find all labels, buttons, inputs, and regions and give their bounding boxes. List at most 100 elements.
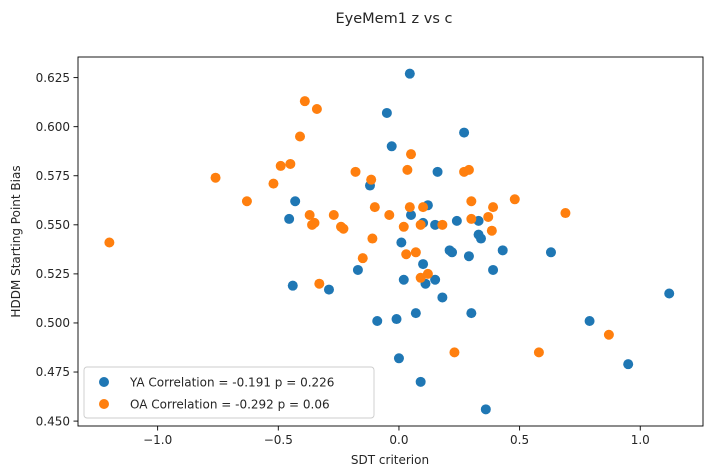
point-oa-2 bbox=[241, 196, 252, 207]
point-ya-2 bbox=[290, 196, 301, 207]
point-ya-33 bbox=[475, 233, 486, 244]
point-oa-39 bbox=[486, 225, 497, 236]
point-ya-9 bbox=[391, 314, 402, 325]
point-oa-1 bbox=[210, 172, 221, 183]
x-tick-label: 1.0 bbox=[631, 433, 650, 447]
point-ya-7 bbox=[381, 107, 392, 118]
point-ya-26 bbox=[447, 247, 458, 258]
point-ya-30 bbox=[466, 308, 477, 319]
point-ya-12 bbox=[398, 274, 409, 285]
x-tick-label: −1.0 bbox=[143, 433, 172, 447]
point-oa-38 bbox=[483, 211, 494, 222]
x-tick-label: 0.0 bbox=[389, 433, 408, 447]
point-oa-32 bbox=[437, 219, 448, 230]
point-oa-19 bbox=[367, 233, 378, 244]
point-ya-36 bbox=[497, 245, 508, 256]
point-oa-0 bbox=[104, 237, 115, 248]
point-ya-14 bbox=[406, 210, 417, 220]
point-ya-22 bbox=[430, 219, 441, 230]
y-axis-ticks: 0.450 0.475 0.500 0.525 0.550 0.575 0.600 0.625 bbox=[36, 71, 78, 428]
point-ya-23 bbox=[432, 166, 443, 177]
point-ya-27 bbox=[451, 215, 462, 226]
axes-frame bbox=[77, 56, 704, 427]
point-ya-10 bbox=[393, 353, 404, 364]
x-tick-label: 0.5 bbox=[510, 433, 529, 447]
point-ya-3 bbox=[323, 284, 334, 295]
point-oa-42 bbox=[533, 347, 544, 358]
point-oa-22 bbox=[398, 221, 409, 232]
y-tick-label: 0.625 bbox=[36, 71, 70, 85]
point-ya-8 bbox=[386, 141, 397, 152]
point-ya-40 bbox=[664, 288, 675, 299]
point-oa-28 bbox=[415, 219, 426, 230]
y-tick-label: 0.525 bbox=[36, 267, 70, 281]
plot-area bbox=[77, 56, 704, 427]
point-oa-23 bbox=[401, 249, 412, 260]
point-oa-20 bbox=[369, 202, 380, 213]
point-ya-37 bbox=[545, 247, 556, 258]
y-tick-label: 0.500 bbox=[36, 316, 70, 330]
points-layer bbox=[104, 68, 675, 415]
point-oa-25 bbox=[404, 202, 415, 213]
legend-label-oa: OA Correlation = -0.292 p = 0.06 bbox=[130, 398, 330, 412]
point-oa-3 bbox=[268, 178, 279, 189]
y-tick-label: 0.575 bbox=[36, 169, 70, 183]
point-oa-35 bbox=[463, 164, 474, 175]
point-oa-13 bbox=[328, 210, 339, 220]
point-oa-12 bbox=[314, 278, 325, 289]
point-oa-18 bbox=[366, 174, 377, 185]
point-oa-10 bbox=[309, 217, 320, 228]
point-oa-15 bbox=[338, 223, 349, 234]
point-oa-37 bbox=[466, 213, 477, 224]
point-oa-21 bbox=[384, 210, 395, 220]
point-oa-44 bbox=[603, 329, 614, 340]
point-ya-11 bbox=[396, 237, 407, 248]
point-oa-4 bbox=[275, 160, 286, 171]
legend-marker-ya bbox=[99, 377, 109, 387]
point-oa-36 bbox=[466, 196, 477, 207]
point-ya-18 bbox=[418, 259, 429, 270]
point-ya-29 bbox=[463, 251, 474, 262]
point-ya-38 bbox=[584, 315, 595, 326]
point-oa-31 bbox=[422, 268, 433, 279]
y-tick-label: 0.600 bbox=[36, 120, 70, 134]
point-ya-16 bbox=[415, 376, 426, 387]
point-oa-40 bbox=[488, 202, 499, 213]
y-tick-label: 0.450 bbox=[36, 414, 70, 428]
point-ya-21 bbox=[430, 274, 441, 285]
legend-marker-oa bbox=[99, 399, 109, 409]
y-tick-label: 0.550 bbox=[36, 218, 70, 232]
x-axis-label: SDT criterion bbox=[351, 453, 429, 467]
point-oa-41 bbox=[509, 194, 520, 205]
point-ya-15 bbox=[410, 308, 421, 319]
point-ya-35 bbox=[488, 264, 499, 275]
point-oa-30 bbox=[418, 202, 429, 213]
point-ya-39 bbox=[623, 359, 634, 370]
legend-box bbox=[83, 366, 375, 419]
point-oa-33 bbox=[449, 347, 460, 358]
x-axis-ticks: −1.0 −0.5 0.0 0.5 1.0 bbox=[143, 426, 650, 447]
point-ya-13 bbox=[404, 68, 415, 79]
legend-label-ya: YA Correlation = -0.191 p = 0.226 bbox=[129, 376, 334, 390]
legend: YA Correlation = -0.191 p = 0.226 OA Cor… bbox=[83, 366, 375, 419]
point-oa-26 bbox=[406, 149, 417, 160]
point-oa-6 bbox=[295, 131, 306, 142]
point-oa-43 bbox=[560, 208, 571, 219]
chart-title: EyeMem1 z vs c bbox=[336, 11, 453, 27]
point-oa-27 bbox=[410, 247, 421, 258]
point-oa-7 bbox=[299, 96, 310, 107]
point-oa-17 bbox=[357, 253, 368, 264]
x-tick-label: −0.5 bbox=[264, 433, 293, 447]
point-ya-24 bbox=[437, 292, 448, 303]
point-oa-24 bbox=[402, 164, 413, 175]
point-oa-5 bbox=[285, 158, 296, 169]
point-oa-11 bbox=[311, 104, 322, 115]
point-oa-8 bbox=[304, 210, 315, 220]
point-ya-34 bbox=[480, 404, 491, 415]
point-oa-16 bbox=[350, 166, 361, 177]
y-axis-label: HDDM Starting Point Bias bbox=[9, 165, 23, 317]
point-ya-0 bbox=[284, 213, 295, 224]
y-tick-label: 0.475 bbox=[36, 365, 70, 379]
point-ya-4 bbox=[352, 264, 363, 275]
